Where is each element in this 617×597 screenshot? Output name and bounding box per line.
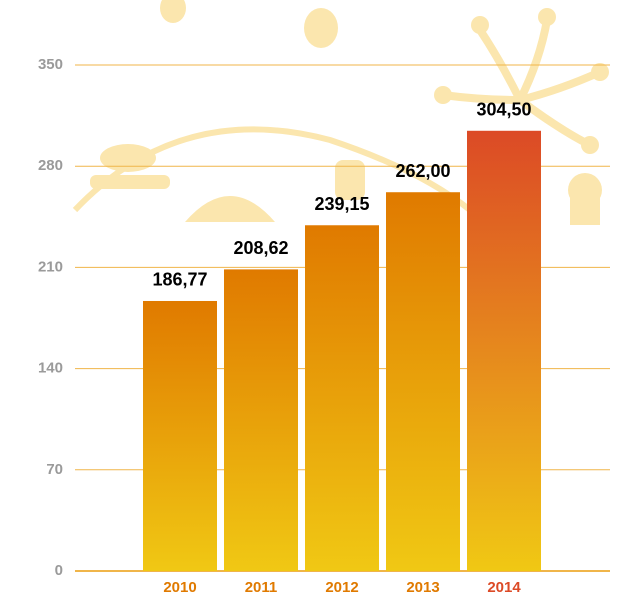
value-label: 186,77 <box>152 270 207 290</box>
bar <box>305 225 379 571</box>
bar <box>386 192 460 572</box>
y-tick-label: 210 <box>38 258 63 275</box>
bar <box>467 130 541 571</box>
x-tick-label: 2013 <box>406 579 439 596</box>
value-label: 262,00 <box>395 161 450 181</box>
y-tick-label: 280 <box>38 157 63 174</box>
x-tick-label: 2012 <box>325 579 358 596</box>
x-tick-label: 2011 <box>245 579 278 596</box>
bar <box>224 269 298 571</box>
y-tick-label: 350 <box>38 56 63 73</box>
value-label: 239,15 <box>314 194 369 214</box>
bar <box>143 300 217 571</box>
value-label: 208,62 <box>233 238 288 258</box>
background-illustration <box>72 0 609 225</box>
y-tick-label: 0 <box>55 562 63 579</box>
value-label: 304,50 <box>476 100 531 120</box>
y-tick-label: 70 <box>46 461 63 478</box>
x-tick-label: 2014 <box>487 579 521 596</box>
y-tick-label: 140 <box>38 360 63 377</box>
x-tick-label: 2010 <box>163 579 196 596</box>
